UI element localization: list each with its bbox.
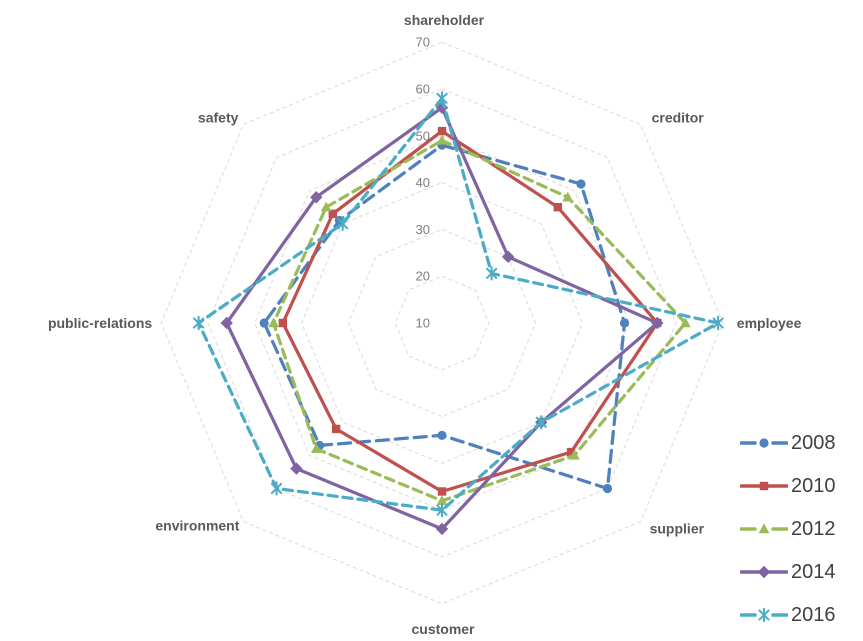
axis-label-safety: safety — [198, 109, 239, 125]
asterisk-marker — [270, 481, 283, 496]
legend-key-2014 — [740, 565, 788, 578]
circle-marker — [602, 483, 613, 494]
diamond-marker — [501, 250, 515, 264]
asterisk-marker — [436, 91, 448, 106]
square-marker — [328, 209, 337, 218]
tick-label-20: 20 — [416, 269, 430, 284]
circle-marker — [619, 318, 630, 328]
triangle-marker — [310, 443, 322, 453]
diamond-marker — [757, 565, 771, 578]
tick-label-70: 70 — [416, 35, 430, 50]
square-marker — [437, 126, 447, 136]
triangle-marker — [568, 449, 580, 460]
series-line-2014 — [225, 106, 659, 531]
tick-label-40: 40 — [416, 175, 430, 190]
radial-tick-labels: 10 20 30 40 50 60 70 — [416, 35, 430, 331]
asterisk-marker — [436, 503, 448, 518]
square-marker — [278, 318, 288, 328]
grid-ring-60 — [207, 88, 677, 558]
axis-label-public-relations: public-relations — [48, 315, 152, 331]
triangle-marker — [436, 495, 448, 506]
square-marker — [566, 447, 576, 457]
asterisk-marker — [193, 315, 205, 331]
square-marker — [437, 487, 447, 496]
tick-label-10: 10 — [416, 316, 430, 331]
diamond-marker — [220, 316, 233, 330]
diamond-marker — [310, 191, 323, 204]
legend-item-2012: 2012 — [740, 507, 836, 550]
asterisk-marker — [486, 266, 498, 281]
circle-marker — [759, 437, 769, 448]
triangle-marker — [562, 191, 574, 202]
legend-label: 2008 — [791, 431, 836, 454]
legend-key-2008 — [740, 437, 788, 448]
legend-item-2010: 2010 — [740, 464, 836, 507]
diamond-marker — [651, 316, 664, 330]
legend-label: 2012 — [791, 517, 836, 540]
asterisk-marker — [535, 415, 547, 430]
axis-label-supplier: supplier — [650, 521, 705, 537]
tick-label-50: 50 — [416, 128, 430, 143]
triangle-marker — [758, 522, 770, 533]
grid-ring-20 — [394, 275, 490, 371]
tick-label-60: 60 — [416, 82, 430, 97]
axis-label-employee: employee — [737, 315, 802, 331]
series-lines — [193, 91, 724, 536]
legend-item-2016: 2016 — [740, 593, 836, 636]
square-marker — [553, 202, 563, 212]
diamond-marker — [290, 462, 303, 475]
series-line-2016 — [196, 96, 720, 512]
grid-ring-40 — [301, 182, 583, 464]
legend-key-2012 — [740, 522, 788, 533]
tick-label-30: 30 — [416, 222, 430, 237]
axis-label-shareholder: shareholder — [404, 12, 485, 28]
circle-marker — [576, 179, 586, 189]
legend-label: 2014 — [791, 560, 836, 583]
legend-label: 2016 — [791, 603, 836, 626]
series-line-2010 — [281, 129, 659, 494]
triangle-marker — [436, 134, 448, 145]
legend-item-2008: 2008 — [740, 421, 836, 464]
square-marker — [759, 481, 769, 490]
grid-ring-70 — [160, 41, 724, 605]
circle-marker — [259, 318, 269, 328]
legend-key-2016 — [740, 607, 788, 622]
circle-marker — [437, 430, 447, 440]
triangle-marker — [268, 317, 279, 328]
diamond-marker — [435, 522, 449, 536]
triangle-marker — [679, 317, 691, 328]
diamond-marker — [435, 101, 449, 114]
grid-ring-30 — [347, 228, 537, 418]
asterisk-marker — [712, 315, 724, 331]
legend-label: 2010 — [791, 474, 836, 497]
axis-label-customer: customer — [411, 621, 475, 637]
grid-rings — [160, 41, 724, 605]
asterisk-marker — [337, 216, 349, 231]
legend-key-2010 — [740, 481, 788, 490]
legend-item-2014: 2014 — [740, 550, 836, 593]
category-labels: shareholder creditor employee supplier custo… — [48, 12, 802, 637]
axis-label-creditor: creditor — [652, 109, 705, 125]
asterisk-marker — [758, 607, 770, 622]
series-2016 — [193, 91, 724, 518]
axis-label-environment: environment — [155, 518, 239, 534]
legend: 2008 2010 2012 2014 2016 — [740, 421, 836, 636]
square-marker — [331, 424, 341, 434]
series-2014 — [220, 101, 664, 536]
triangle-marker — [320, 201, 332, 212]
